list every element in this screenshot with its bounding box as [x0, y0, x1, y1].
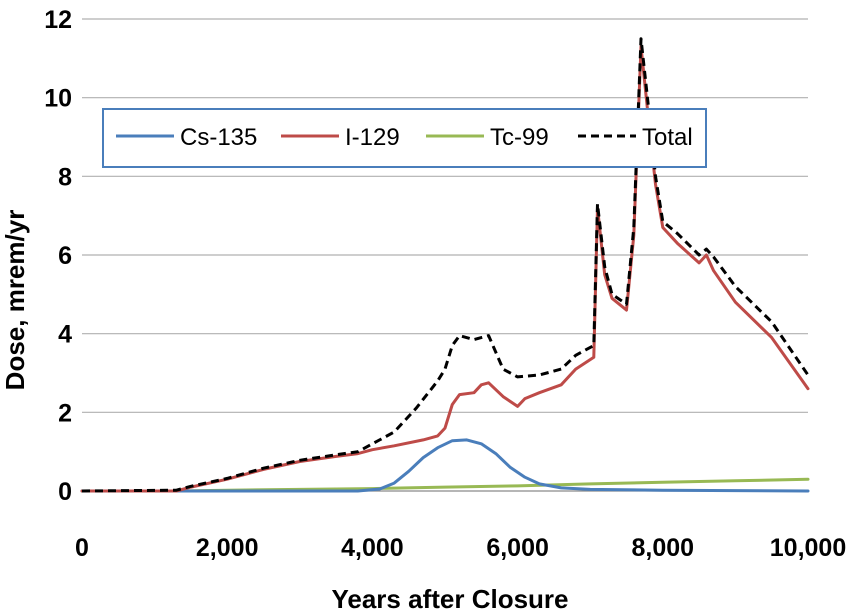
- series-line-cs-135: [80, 438, 810, 493]
- y-tick-label: 8: [58, 163, 72, 191]
- legend-label-tc-99: Tc-99: [490, 124, 549, 151]
- legend-label-cs-135: Cs-135: [180, 124, 257, 151]
- x-tick-label: 10,000: [770, 534, 846, 562]
- y-tick-label: 6: [58, 242, 72, 270]
- series-lines: [80, 37, 810, 493]
- y-axis-title: Dose, mrem/yr: [0, 210, 30, 391]
- x-tick-label: 6,000: [486, 534, 549, 562]
- y-tick-label: 12: [44, 6, 72, 34]
- y-tick-label: 2: [58, 399, 72, 427]
- x-tick-label: 4,000: [341, 534, 404, 562]
- series-line-total: [81, 37, 810, 493]
- y-axis-ticks: 0 2 4 6 8 10 12: [44, 6, 72, 506]
- y-tick-label: 0: [58, 478, 72, 506]
- gridlines: [82, 18, 808, 492]
- series-line-i-129: [80, 45, 810, 493]
- legend-label-total: Total: [642, 124, 693, 151]
- legend-box: [102, 108, 707, 168]
- x-tick-label: 2,000: [196, 534, 259, 562]
- x-tick-label: 8,000: [632, 534, 695, 562]
- y-tick-label: 4: [58, 321, 72, 349]
- legend: Cs-135 I-129 Tc-99 Total: [102, 108, 707, 168]
- y-tick-label: 10: [44, 85, 72, 113]
- x-axis-ticks: 0 2,000 4,000 6,000 8,000 10,000: [75, 534, 846, 562]
- x-tick-label: 0: [75, 534, 89, 562]
- legend-label-i-129: I-129: [345, 124, 400, 151]
- x-axis-title: Years after Closure: [331, 584, 568, 614]
